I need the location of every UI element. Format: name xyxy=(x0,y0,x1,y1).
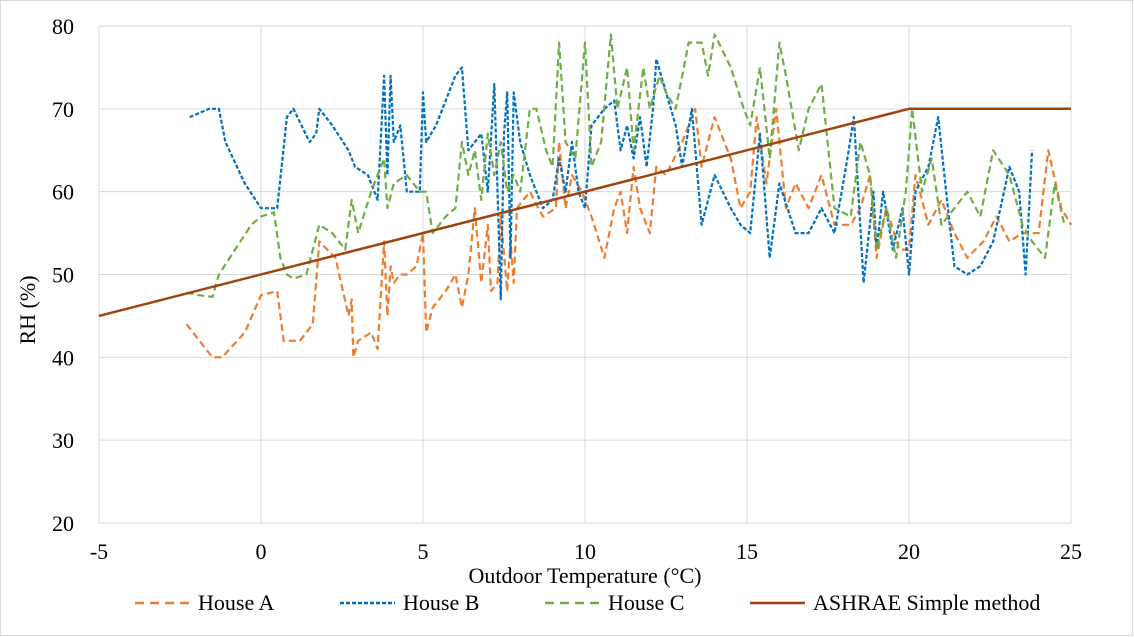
legend-label: House A xyxy=(198,590,275,615)
y-tick-label: 70 xyxy=(52,97,74,122)
y-tick-label: 30 xyxy=(52,428,74,453)
series-line-house-b xyxy=(189,58,1034,301)
series-line-ashrae-simple-method xyxy=(98,107,1071,318)
series-line-house-c xyxy=(186,33,1066,298)
tick-labels: 20 30 40 50 60 70 80 -5 0 5 10 15 20 25 xyxy=(52,14,1082,564)
x-tick-label: 25 xyxy=(1060,539,1082,564)
y-tick-label: 60 xyxy=(52,180,74,205)
x-tick-label: 5 xyxy=(418,539,429,564)
x-tick-label: -5 xyxy=(90,539,108,564)
y-tick-label: 80 xyxy=(52,14,74,39)
legend-label: House C xyxy=(608,590,684,615)
grid-lines xyxy=(98,25,1072,524)
x-tick-label: 10 xyxy=(574,539,596,564)
legend-label: ASHRAE Simple method xyxy=(813,590,1040,615)
x-axis-title: Outdoor Temperature (°C) xyxy=(469,563,702,588)
legend-label: House B xyxy=(403,590,479,615)
x-tick-label: 0 xyxy=(256,539,267,564)
y-tick-label: 40 xyxy=(52,345,74,370)
y-tick-label: 20 xyxy=(52,511,74,536)
x-tick-label: 15 xyxy=(736,539,758,564)
legend: House A House B House C ASHRAE Simple metho… xyxy=(135,590,1040,615)
series-group xyxy=(98,33,1072,359)
x-tick-label: 20 xyxy=(898,539,920,564)
y-axis-title: RH (%) xyxy=(15,275,40,344)
y-tick-label: 50 xyxy=(52,263,74,288)
series-line-house-a xyxy=(185,107,1072,359)
